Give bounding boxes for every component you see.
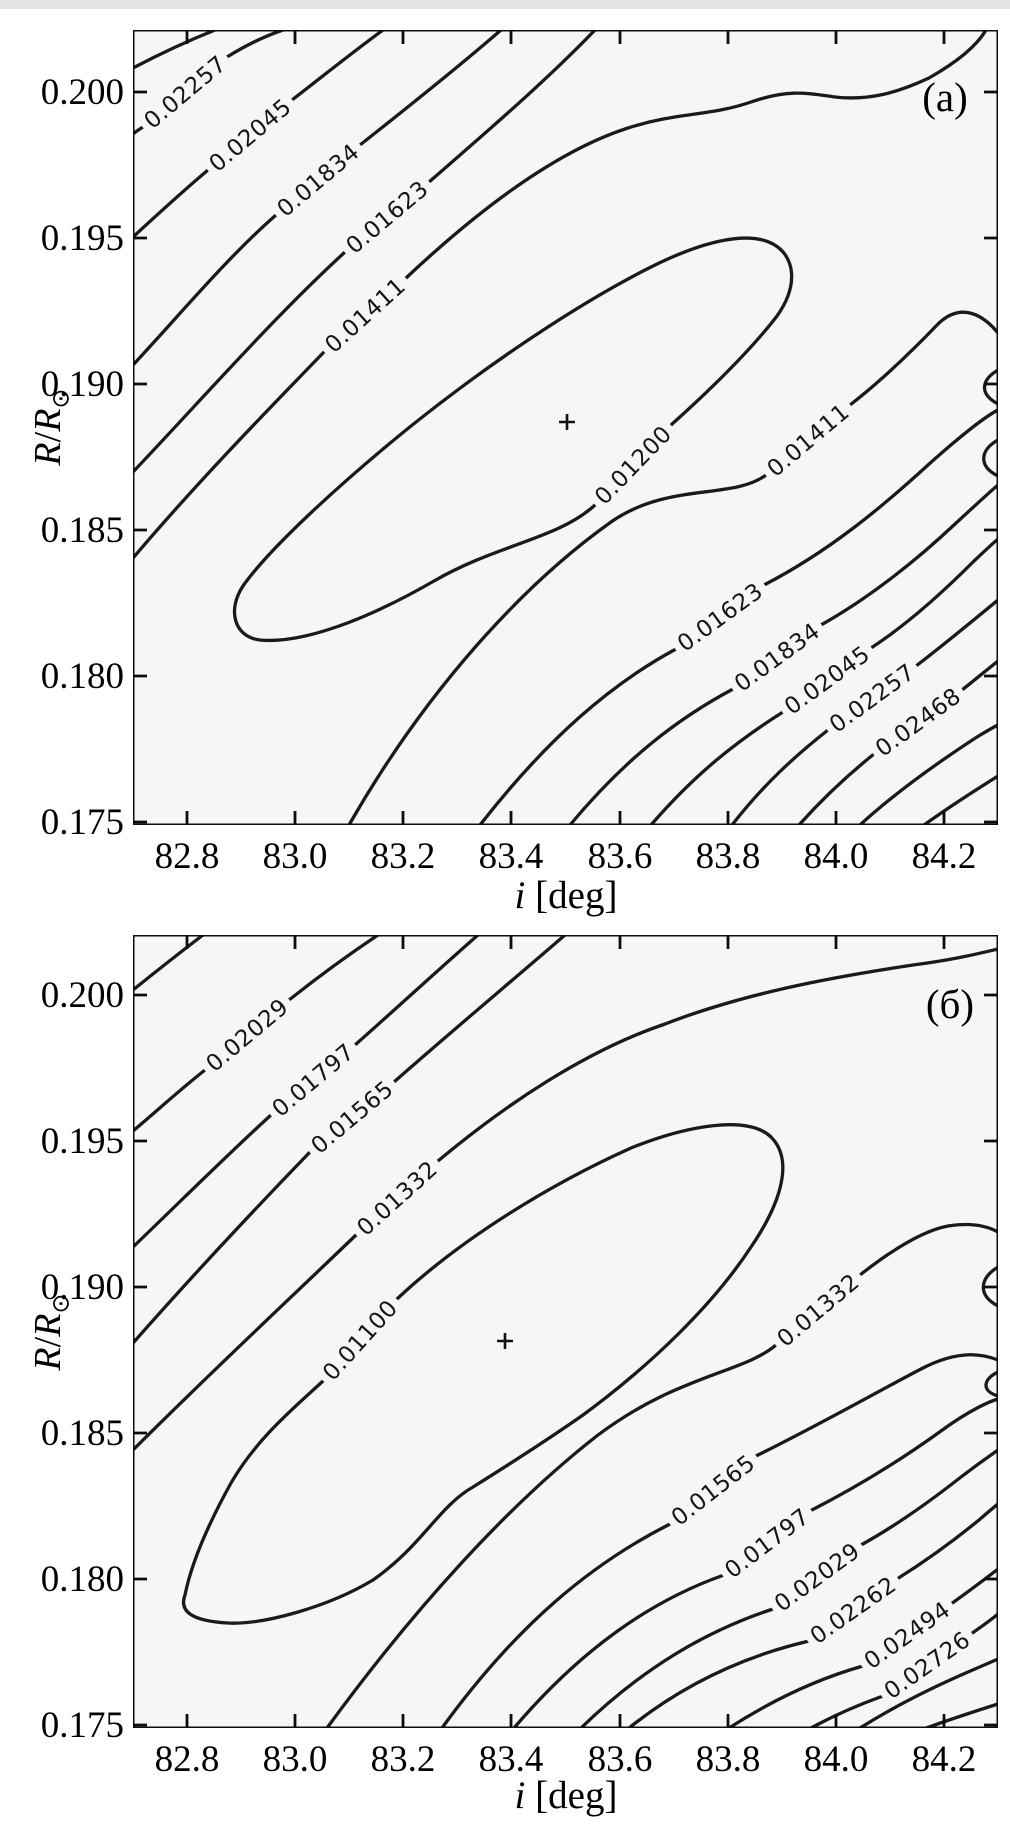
y-tick-label: 0.190 <box>40 1267 124 1308</box>
contour-line <box>440 1522 672 1728</box>
contour-line <box>627 1639 811 1728</box>
contour-line <box>133 250 347 474</box>
contour-line <box>353 935 480 1047</box>
x-tick-label: 83.8 <box>695 836 761 877</box>
contour-line <box>984 1370 998 1398</box>
contour-line <box>858 1222 998 1277</box>
contour-line <box>325 1343 778 1728</box>
contour-line <box>347 473 768 825</box>
y-axis-title: R/R⊙ <box>27 1293 75 1371</box>
contour-line <box>133 935 205 992</box>
contour-line <box>982 368 998 406</box>
contour-lines-a <box>133 30 998 825</box>
contour-plot-b: 0.02029 0.01797 0.01565 0.01332 0.01100 … <box>133 935 998 1728</box>
contour-line <box>392 935 567 1084</box>
contour-line <box>287 935 380 1002</box>
contour-line <box>808 1397 998 1513</box>
contour-line <box>869 537 998 650</box>
contour-line <box>848 310 998 407</box>
contour-line <box>858 723 998 825</box>
panel-letter-a: (a) <box>922 74 968 120</box>
x-tick-label: 83.8 <box>695 1739 761 1780</box>
contour-line <box>960 659 998 692</box>
contour-line <box>949 1567 998 1606</box>
contour-line <box>478 647 678 825</box>
contour-line <box>649 710 785 825</box>
x-tick-label: 83.4 <box>478 1739 544 1780</box>
contour-line <box>133 1068 207 1133</box>
contour-plot-a: 0.02257 0.02045 0.01834 0.01623 0.01411 … <box>133 30 998 825</box>
contour-line <box>133 30 217 70</box>
x-tick-label: 83.0 <box>262 836 328 877</box>
x-tick-label: 83.2 <box>370 1739 436 1780</box>
y-tick-label: 0.175 <box>40 1705 124 1746</box>
contour-line <box>922 774 998 825</box>
contour-line-closed <box>232 236 794 643</box>
contour-line <box>579 1607 775 1728</box>
contour-line <box>924 1702 998 1728</box>
contour-line <box>133 213 278 367</box>
y-tick-label: 0.175 <box>40 802 124 843</box>
contour-line <box>969 1612 998 1636</box>
x-tick-label: 83.6 <box>587 1739 653 1780</box>
contour-line <box>512 1573 726 1728</box>
best-fit-plus-marker <box>497 1333 513 1349</box>
x-axis-title: i [deg] <box>514 1774 618 1817</box>
y-tick-label: 0.195 <box>40 1121 124 1162</box>
x-tick-label: 82.8 <box>154 836 220 877</box>
x-axis-title: i [deg] <box>514 874 618 917</box>
contour-line <box>895 1502 998 1581</box>
y-tick-label: 0.185 <box>40 1413 124 1454</box>
contour-line <box>133 1113 273 1249</box>
contour-lines-b <box>133 935 998 1728</box>
contour-line <box>858 1657 998 1728</box>
contour-line <box>914 598 998 668</box>
contour-line <box>133 168 210 239</box>
y-tick-label: 0.200 <box>40 72 124 113</box>
contour-line <box>754 1353 998 1458</box>
contour-line <box>982 438 998 478</box>
contour-line <box>290 30 385 102</box>
contour-line <box>727 1664 865 1728</box>
contour-line <box>427 30 597 184</box>
contour-line <box>133 350 326 560</box>
panel-letter-b: (б) <box>925 981 975 1027</box>
y-axis-title: R/R⊙ <box>27 388 75 466</box>
y-tick-label: 0.195 <box>40 218 124 259</box>
axis-ticks-a <box>133 30 998 825</box>
x-tick-label: 84.2 <box>911 1739 977 1780</box>
x-tick-label: 83.2 <box>370 836 436 877</box>
contour-line <box>436 947 998 1163</box>
contour-line <box>225 30 285 59</box>
contour-line <box>762 408 998 587</box>
contour-line <box>568 687 735 825</box>
y-tick-label: 0.180 <box>40 656 124 697</box>
y-tick-label: 0.190 <box>40 364 124 405</box>
x-tick-label: 83.6 <box>587 836 653 877</box>
y-tick-label: 0.200 <box>40 975 124 1016</box>
scan-edge-strip <box>0 0 1010 9</box>
contour-line <box>133 1233 358 1452</box>
contour-line <box>730 728 830 825</box>
y-tick-label: 0.185 <box>40 510 124 551</box>
contour-line <box>133 1150 312 1345</box>
contour-line <box>404 30 988 280</box>
x-tick-label: 84.0 <box>803 836 869 877</box>
contour-line <box>981 1265 998 1308</box>
x-tick-label: 82.8 <box>154 1739 220 1780</box>
x-tick-label: 84.2 <box>911 836 977 877</box>
best-fit-plus-marker <box>559 414 575 430</box>
plot-background <box>133 30 998 825</box>
x-tick-label: 83.4 <box>478 836 544 877</box>
contour-line-closed <box>182 1123 785 1625</box>
axis-ticks-b <box>133 935 998 1728</box>
x-tick-label: 83.0 <box>262 1739 328 1780</box>
x-tick-label: 84.0 <box>803 1739 869 1780</box>
contour-line <box>797 752 876 825</box>
contour-line <box>358 30 503 147</box>
contour-line <box>809 1694 885 1728</box>
y-tick-label: 0.180 <box>40 1559 124 1600</box>
contour-line <box>859 1448 998 1547</box>
contour-line <box>819 483 998 627</box>
